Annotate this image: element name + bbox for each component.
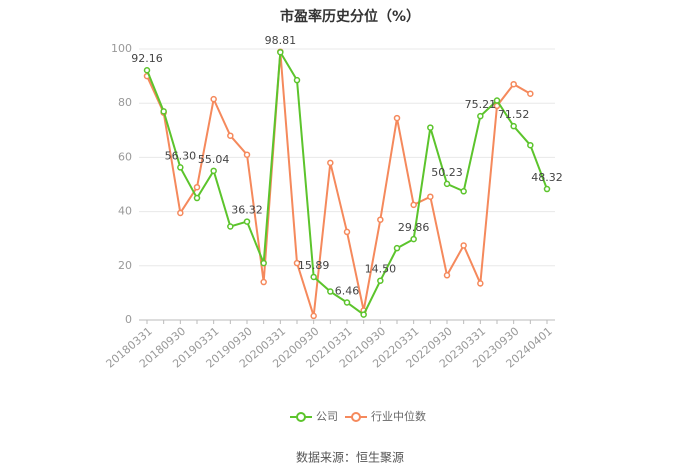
- data-label: 6.46: [335, 284, 360, 297]
- data-point: [177, 164, 184, 171]
- data-point: [477, 280, 484, 287]
- data-point: [260, 259, 267, 267]
- y-tick-label: 0: [125, 313, 132, 326]
- data-point: [343, 299, 351, 306]
- data-label: 98.81: [265, 34, 297, 47]
- data-point: [277, 48, 284, 56]
- data-point: [393, 244, 401, 252]
- data-label: 50.23: [431, 166, 463, 179]
- data-point: [410, 201, 417, 209]
- legend-label: 公司: [316, 410, 338, 423]
- data-point: [193, 194, 201, 202]
- data-label: 29.86: [398, 221, 430, 234]
- data-label: 14.50: [365, 263, 397, 276]
- data-label: 55.04: [198, 153, 230, 166]
- data-point: [527, 90, 534, 97]
- series-line: [146, 51, 531, 317]
- legend-marker: [351, 412, 361, 422]
- legend-marker: [296, 412, 306, 422]
- data-label: 56.30: [165, 149, 197, 162]
- data-point: [193, 183, 201, 191]
- data-point: [243, 218, 251, 225]
- y-tick-label: 80: [118, 96, 132, 109]
- data-point: [443, 272, 451, 279]
- data-point: [327, 159, 334, 167]
- data-label: 71.52: [498, 108, 530, 121]
- data-point: [393, 114, 401, 122]
- y-tick-label: 100: [111, 42, 132, 55]
- y-tick-label: 60: [118, 150, 132, 163]
- data-label: 48.32: [531, 171, 563, 184]
- source-note: 数据来源：恒生聚源: [296, 450, 404, 465]
- data-point: [210, 95, 217, 103]
- data-point: [227, 223, 234, 230]
- data-point: [177, 209, 184, 217]
- data-point: [510, 122, 517, 130]
- legend-label: 行业中位数: [371, 409, 426, 423]
- data-point: [493, 97, 501, 104]
- legend-item[interactable]: 公司: [290, 410, 338, 423]
- data-label: 15.89: [298, 259, 330, 272]
- data-point: [410, 235, 417, 243]
- data-point: [510, 80, 517, 88]
- data-point: [377, 216, 384, 223]
- data-point: [293, 76, 301, 84]
- y-tick-label: 40: [118, 205, 132, 218]
- y-tick-label: 20: [118, 259, 132, 272]
- data-point: [310, 312, 317, 320]
- data-label: 36.32: [231, 204, 263, 217]
- data-point: [210, 167, 217, 175]
- data-point: [427, 193, 434, 200]
- data-point: [260, 278, 267, 286]
- data-point: [460, 242, 467, 249]
- data-point: [293, 259, 301, 267]
- data-point: [460, 188, 467, 195]
- data-point: [477, 112, 484, 120]
- data-point: [377, 277, 384, 284]
- data-point: [327, 288, 334, 295]
- legend-item[interactable]: 行业中位数: [345, 409, 426, 423]
- data-point: [227, 132, 234, 139]
- data-point: [343, 228, 351, 236]
- data-point: [243, 151, 251, 158]
- data-point: [160, 108, 167, 115]
- chart-title: 市盈率历史分位（%）: [280, 8, 420, 25]
- data-point: [143, 66, 151, 74]
- data-point: [443, 180, 451, 188]
- data-point: [310, 273, 317, 281]
- data-point: [543, 185, 551, 193]
- data-label: 75.21: [465, 98, 497, 111]
- data-point: [427, 124, 434, 131]
- data-point: [527, 141, 534, 149]
- data-point: [360, 311, 367, 318]
- data-label: 92.16: [131, 52, 163, 65]
- series-line: [146, 49, 548, 317]
